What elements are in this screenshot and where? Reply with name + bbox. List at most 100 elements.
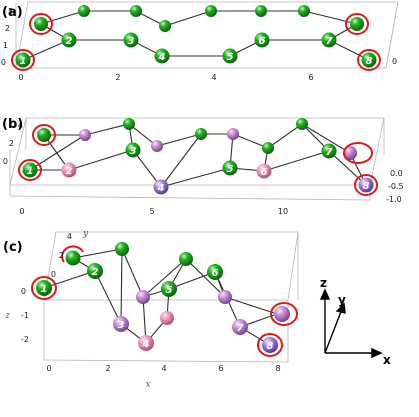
x-tick: 4 [211, 73, 216, 82]
node-4 [153, 179, 169, 195]
node-7 [321, 32, 337, 48]
highlight-ring [270, 302, 298, 326]
node-5 [161, 281, 177, 297]
panel-b-nodes [22, 118, 374, 195]
z-tick: -1 [21, 311, 29, 320]
node-label-1: 1 [27, 166, 34, 177]
node-4 [154, 48, 170, 64]
z-tick: -1.0 [386, 195, 402, 204]
highlight-ring [61, 245, 84, 263]
y-arrow-head [335, 302, 346, 314]
highlight-ring [18, 159, 42, 181]
node-2 [61, 162, 77, 178]
node-label-4: 4 [142, 339, 150, 350]
highlight-ring [29, 13, 53, 35]
node-label-8: 8 [363, 181, 370, 192]
node-2 [61, 32, 77, 48]
y-tick: 2 [5, 24, 10, 33]
node-sphere [205, 5, 217, 17]
x-tick: 0 [46, 364, 51, 373]
node-sphere [274, 306, 290, 322]
panel-a-highlight-rings [11, 13, 381, 71]
node-1 [36, 280, 52, 296]
highlight-ring [257, 333, 283, 357]
highlight-ring [11, 49, 35, 71]
node-7 [321, 143, 337, 159]
node-label-5: 5 [166, 285, 173, 296]
panel-a: 1 2 3 4 5 6 7 8 0 2 4 6 3 2 1 0 0 (a) [1, 1, 399, 82]
panel-a-node-labels: 1 2 3 4 5 6 7 8 [20, 36, 373, 67]
x-tick: 2 [105, 364, 110, 373]
x-tick: 6 [218, 364, 223, 373]
node-label-1: 1 [41, 284, 48, 295]
node-label-7: 7 [326, 147, 333, 158]
node-sphere [298, 5, 310, 17]
panel-b-node-labels: 1 2 3 4 5 6 7 8 [27, 146, 370, 194]
panel-c-label: (c) [3, 240, 23, 255]
y-tick: 1 [3, 41, 8, 50]
node-label-2: 2 [66, 36, 73, 47]
node-sphere [65, 250, 81, 266]
node-sphere [34, 17, 48, 31]
node-8 [358, 177, 374, 193]
node-sphere [136, 290, 150, 304]
panel-a-label: (a) [2, 5, 23, 20]
node-label-6: 6 [212, 268, 219, 279]
node-5 [222, 160, 238, 176]
x-tick: 0 [19, 207, 24, 216]
node-7 [232, 319, 248, 335]
y-tick: 0 [51, 270, 56, 279]
node-label-8: 8 [366, 56, 373, 67]
triad-x-label: x [383, 353, 391, 367]
x-tick: 6 [308, 73, 313, 82]
z-tick: 0 [21, 287, 26, 296]
highlight-ring [345, 13, 369, 35]
y-arrow [324, 308, 343, 354]
panel-c-node-labels: 1 2 3 4 5 6 7 8 [41, 267, 274, 352]
node-8 [361, 52, 377, 68]
highlight-ring [354, 174, 378, 196]
panel-b-axes: 0 5 10 4 2 0 0.0 -0.5 -1.0 [3, 121, 404, 216]
panel-b: 1 2 3 4 5 6 7 8 0 5 10 4 2 0 0.0 -0.5 -1… [2, 117, 404, 216]
panel-b-label: (b) [2, 117, 23, 132]
highlight-ring [343, 142, 373, 164]
node-1 [22, 162, 38, 178]
node-3 [113, 316, 129, 332]
panel-c-highlight-rings [31, 245, 298, 357]
y-tick: 0 [1, 58, 6, 67]
node-label-3: 3 [130, 146, 137, 157]
highlight-ring [32, 124, 56, 146]
y-tick: 2 [9, 139, 14, 148]
panel-a-axes: 0 2 4 6 3 2 1 0 0 [1, 7, 397, 82]
node-sphere [227, 128, 239, 140]
x-tick: 4 [161, 364, 166, 373]
y-tick: 3 [8, 7, 13, 16]
z-tick: 0 [392, 57, 397, 66]
triad-z-label: z [320, 276, 327, 290]
node-6 [254, 32, 270, 48]
node-label-4: 4 [158, 52, 166, 63]
node-label-1: 1 [20, 56, 27, 67]
node-sphere [179, 252, 193, 266]
node-sphere [159, 20, 171, 32]
x-tick: 0 [18, 73, 23, 82]
y-axis-label: y [82, 229, 89, 239]
node-sphere [195, 128, 207, 140]
node-sphere [255, 5, 267, 17]
x-arrow-head [371, 347, 383, 359]
node-label-6: 6 [261, 167, 268, 178]
node-4 [138, 335, 154, 351]
z-tick: -0.5 [388, 182, 404, 191]
node-sphere [218, 290, 232, 304]
node-label-8: 8 [267, 341, 274, 352]
panel-a-nodes [15, 5, 377, 68]
x-tick: 10 [278, 207, 288, 216]
node-6 [256, 163, 272, 179]
panel-c-axes: 0 2 4 6 8 x 4 2 0 y 0 -1 -2 z [4, 229, 280, 390]
node-label-4: 4 [157, 183, 165, 194]
node-label-3: 3 [128, 36, 135, 47]
node-6 [207, 264, 223, 280]
z-axis-label: z [4, 311, 10, 321]
node-label-2: 2 [92, 267, 99, 278]
